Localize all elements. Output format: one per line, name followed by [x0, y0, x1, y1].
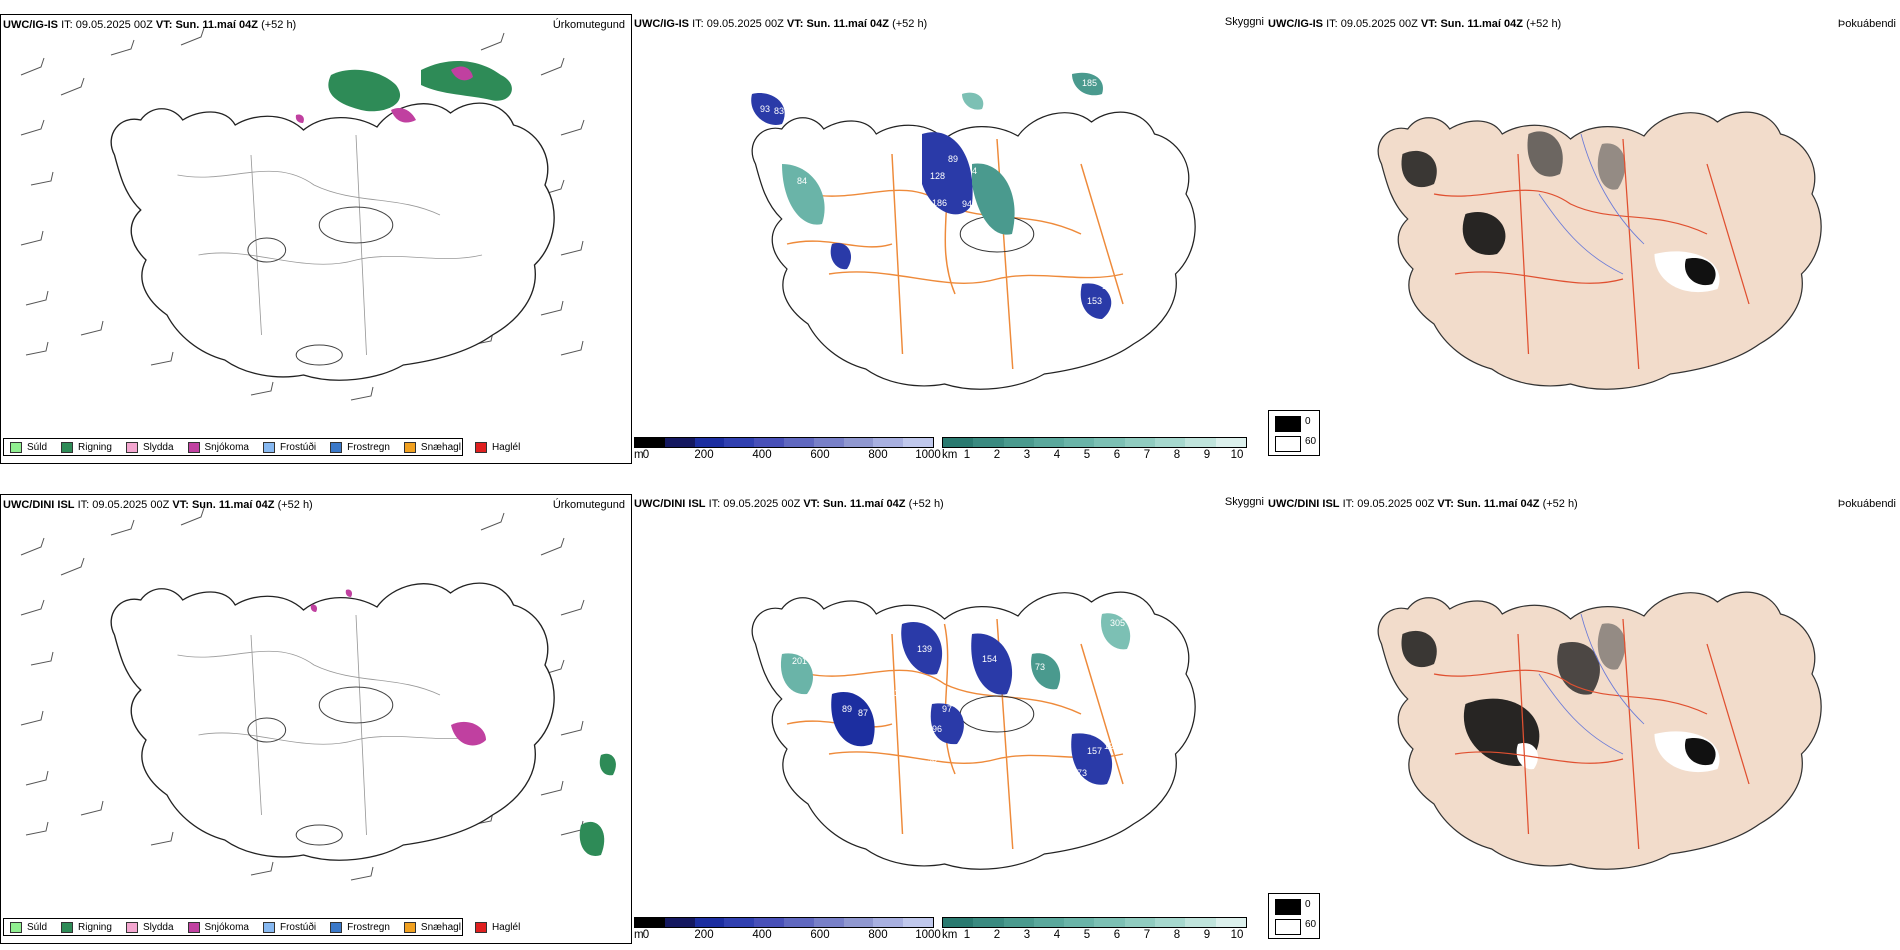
vis-km-unit-bottom: km: [942, 929, 958, 941]
vis-km-colorbar-bottom: [942, 917, 1247, 928]
visibility-value-labels-top: 93 83 128 186 94 89 84 4 153 185 11: [760, 78, 1111, 306]
vis-m-colorbar-bottom: [634, 917, 934, 928]
svg-text:94: 94: [962, 199, 972, 209]
precip-legend-bottom: Súld Rigning Slydda Snjókoma Frostúði Fr…: [3, 918, 520, 936]
visibility-map-top: 93 83 128 186 94 89 84 4 153 185 11: [751, 72, 1196, 390]
legend-item: Frostúði: [262, 441, 316, 453]
precip-panel-bottom: UWC/DINI ISL IT: 09.05.2025 00Z VT: Sun.…: [0, 494, 632, 944]
svg-text:11: 11: [1102, 281, 1111, 291]
vis-km-unit-top: km: [942, 449, 958, 461]
precip-areas-bottom: [310, 589, 616, 856]
legend-item: Frostúði: [262, 921, 316, 933]
legend-item: Frostregn: [330, 921, 390, 933]
fog-map-top: [1377, 111, 1822, 390]
visibility-title-top: Skyggni: [1224, 16, 1264, 28]
svg-text:89: 89: [948, 154, 958, 164]
fog-legend-top: 0 60: [1268, 410, 1320, 456]
svg-text:93: 93: [760, 104, 770, 114]
header-bottom-mid: UWC/DINI ISL IT: 09.05.2025 00Z VT: Sun.…: [634, 498, 944, 510]
legend-item: Rigning: [61, 921, 112, 933]
svg-text:98: 98: [927, 754, 937, 764]
svg-text:305: 305: [1110, 618, 1125, 628]
precip-title-top: Úrkomutegund: [552, 19, 625, 31]
legend-item: Rigning: [61, 441, 112, 453]
svg-text:87: 87: [858, 708, 868, 718]
header-top-left: UWC/IG-IS IT: 09.05.2025 00Z VT: Sun. 11…: [3, 19, 297, 31]
visibility-areas-bottom: [780, 613, 1131, 785]
precip-areas-top: [295, 60, 512, 123]
svg-text:120: 120: [1104, 741, 1119, 751]
fog-title-bottom: Þokuábendi: [1837, 498, 1896, 510]
svg-text:96: 96: [932, 724, 942, 734]
legend-item: Snjókoma: [187, 441, 249, 453]
fog-panel-bottom: UWC/DINI ISL IT: 09.05.2025 00Z VT: Sun.…: [1268, 494, 1900, 944]
svg-text:83: 83: [774, 106, 784, 116]
svg-text:186: 186: [932, 198, 947, 208]
legend-item: Slydda: [125, 441, 174, 453]
svg-text:153: 153: [1087, 296, 1102, 306]
header-bottom-right: UWC/DINI ISL IT: 09.05.2025 00Z VT: Sun.…: [1268, 498, 1578, 510]
svg-text:139: 139: [917, 644, 932, 654]
svg-text:141: 141: [884, 688, 899, 698]
svg-text:201: 201: [792, 656, 807, 666]
vis-m-colorbar-top: [634, 437, 934, 448]
legend-item: Haglél: [474, 921, 520, 933]
fog-map-bottom: [1377, 591, 1822, 870]
legend-item: Snæhagl: [403, 441, 461, 453]
vis-km-colorbar-top: [942, 437, 1247, 448]
header-top-mid: UWC/IG-IS IT: 09.05.2025 00Z VT: Sun. 11…: [634, 18, 928, 30]
legend-item: Snjókoma: [187, 921, 249, 933]
visibility-title-bottom: Skyggni: [1224, 496, 1264, 508]
svg-text:89: 89: [842, 704, 852, 714]
precip-map-bottom: [20, 507, 616, 881]
header-top-right: UWC/IG-IS IT: 09.05.2025 00Z VT: Sun. 11…: [1268, 18, 1562, 30]
precip-panel-top: UWC/IG-IS IT: 09.05.2025 00Z VT: Sun. 11…: [0, 14, 632, 464]
visibility-value-labels-bottom: 201 89 87 139 154 97 96 157 120 73 305 7…: [792, 618, 1125, 778]
vis-m-unit-bottom: m: [634, 929, 644, 941]
visibility-map-bottom: 201 89 87 139 154 97 96 157 120 73 305 7…: [751, 591, 1196, 870]
svg-text:84: 84: [797, 176, 807, 186]
header-bottom-left: UWC/DINI ISL IT: 09.05.2025 00Z VT: Sun.…: [3, 499, 313, 511]
vis-m-unit-top: m: [634, 449, 644, 461]
legend-item: Slydda: [125, 921, 174, 933]
svg-text:185: 185: [1082, 78, 1097, 88]
svg-text:128: 128: [930, 171, 945, 181]
legend-item: Haglél: [474, 441, 520, 453]
svg-text:73: 73: [1035, 662, 1045, 672]
fog-title-top: Þokuábendi: [1837, 18, 1896, 30]
legend-item: Súld: [10, 441, 47, 453]
svg-text:154: 154: [982, 654, 997, 664]
precip-legend-top: Súld Rigning Slydda Snjókoma Frostúði Fr…: [3, 438, 520, 456]
visibility-areas-top: [751, 72, 1112, 319]
visibility-panel-bottom: UWC/DINI ISL IT: 09.05.2025 00Z VT: Sun.…: [634, 496, 1264, 941]
legend-item: Frostregn: [330, 441, 390, 453]
legend-item: Snæhagl: [403, 921, 461, 933]
svg-text:97: 97: [942, 704, 952, 714]
legend-item: Súld: [10, 921, 47, 933]
precip-map-top: [20, 27, 585, 401]
fog-legend-bottom: 0 60: [1268, 893, 1320, 939]
svg-text:157: 157: [1087, 746, 1102, 756]
precip-title-bottom: Úrkomutegund: [552, 499, 625, 511]
svg-text:73: 73: [1077, 768, 1087, 778]
fog-panel-top: UWC/IG-IS IT: 09.05.2025 00Z VT: Sun. 11…: [1268, 14, 1900, 464]
svg-text:4: 4: [972, 166, 977, 176]
visibility-panel-top: UWC/IG-IS IT: 09.05.2025 00Z VT: Sun. 11…: [634, 16, 1264, 461]
